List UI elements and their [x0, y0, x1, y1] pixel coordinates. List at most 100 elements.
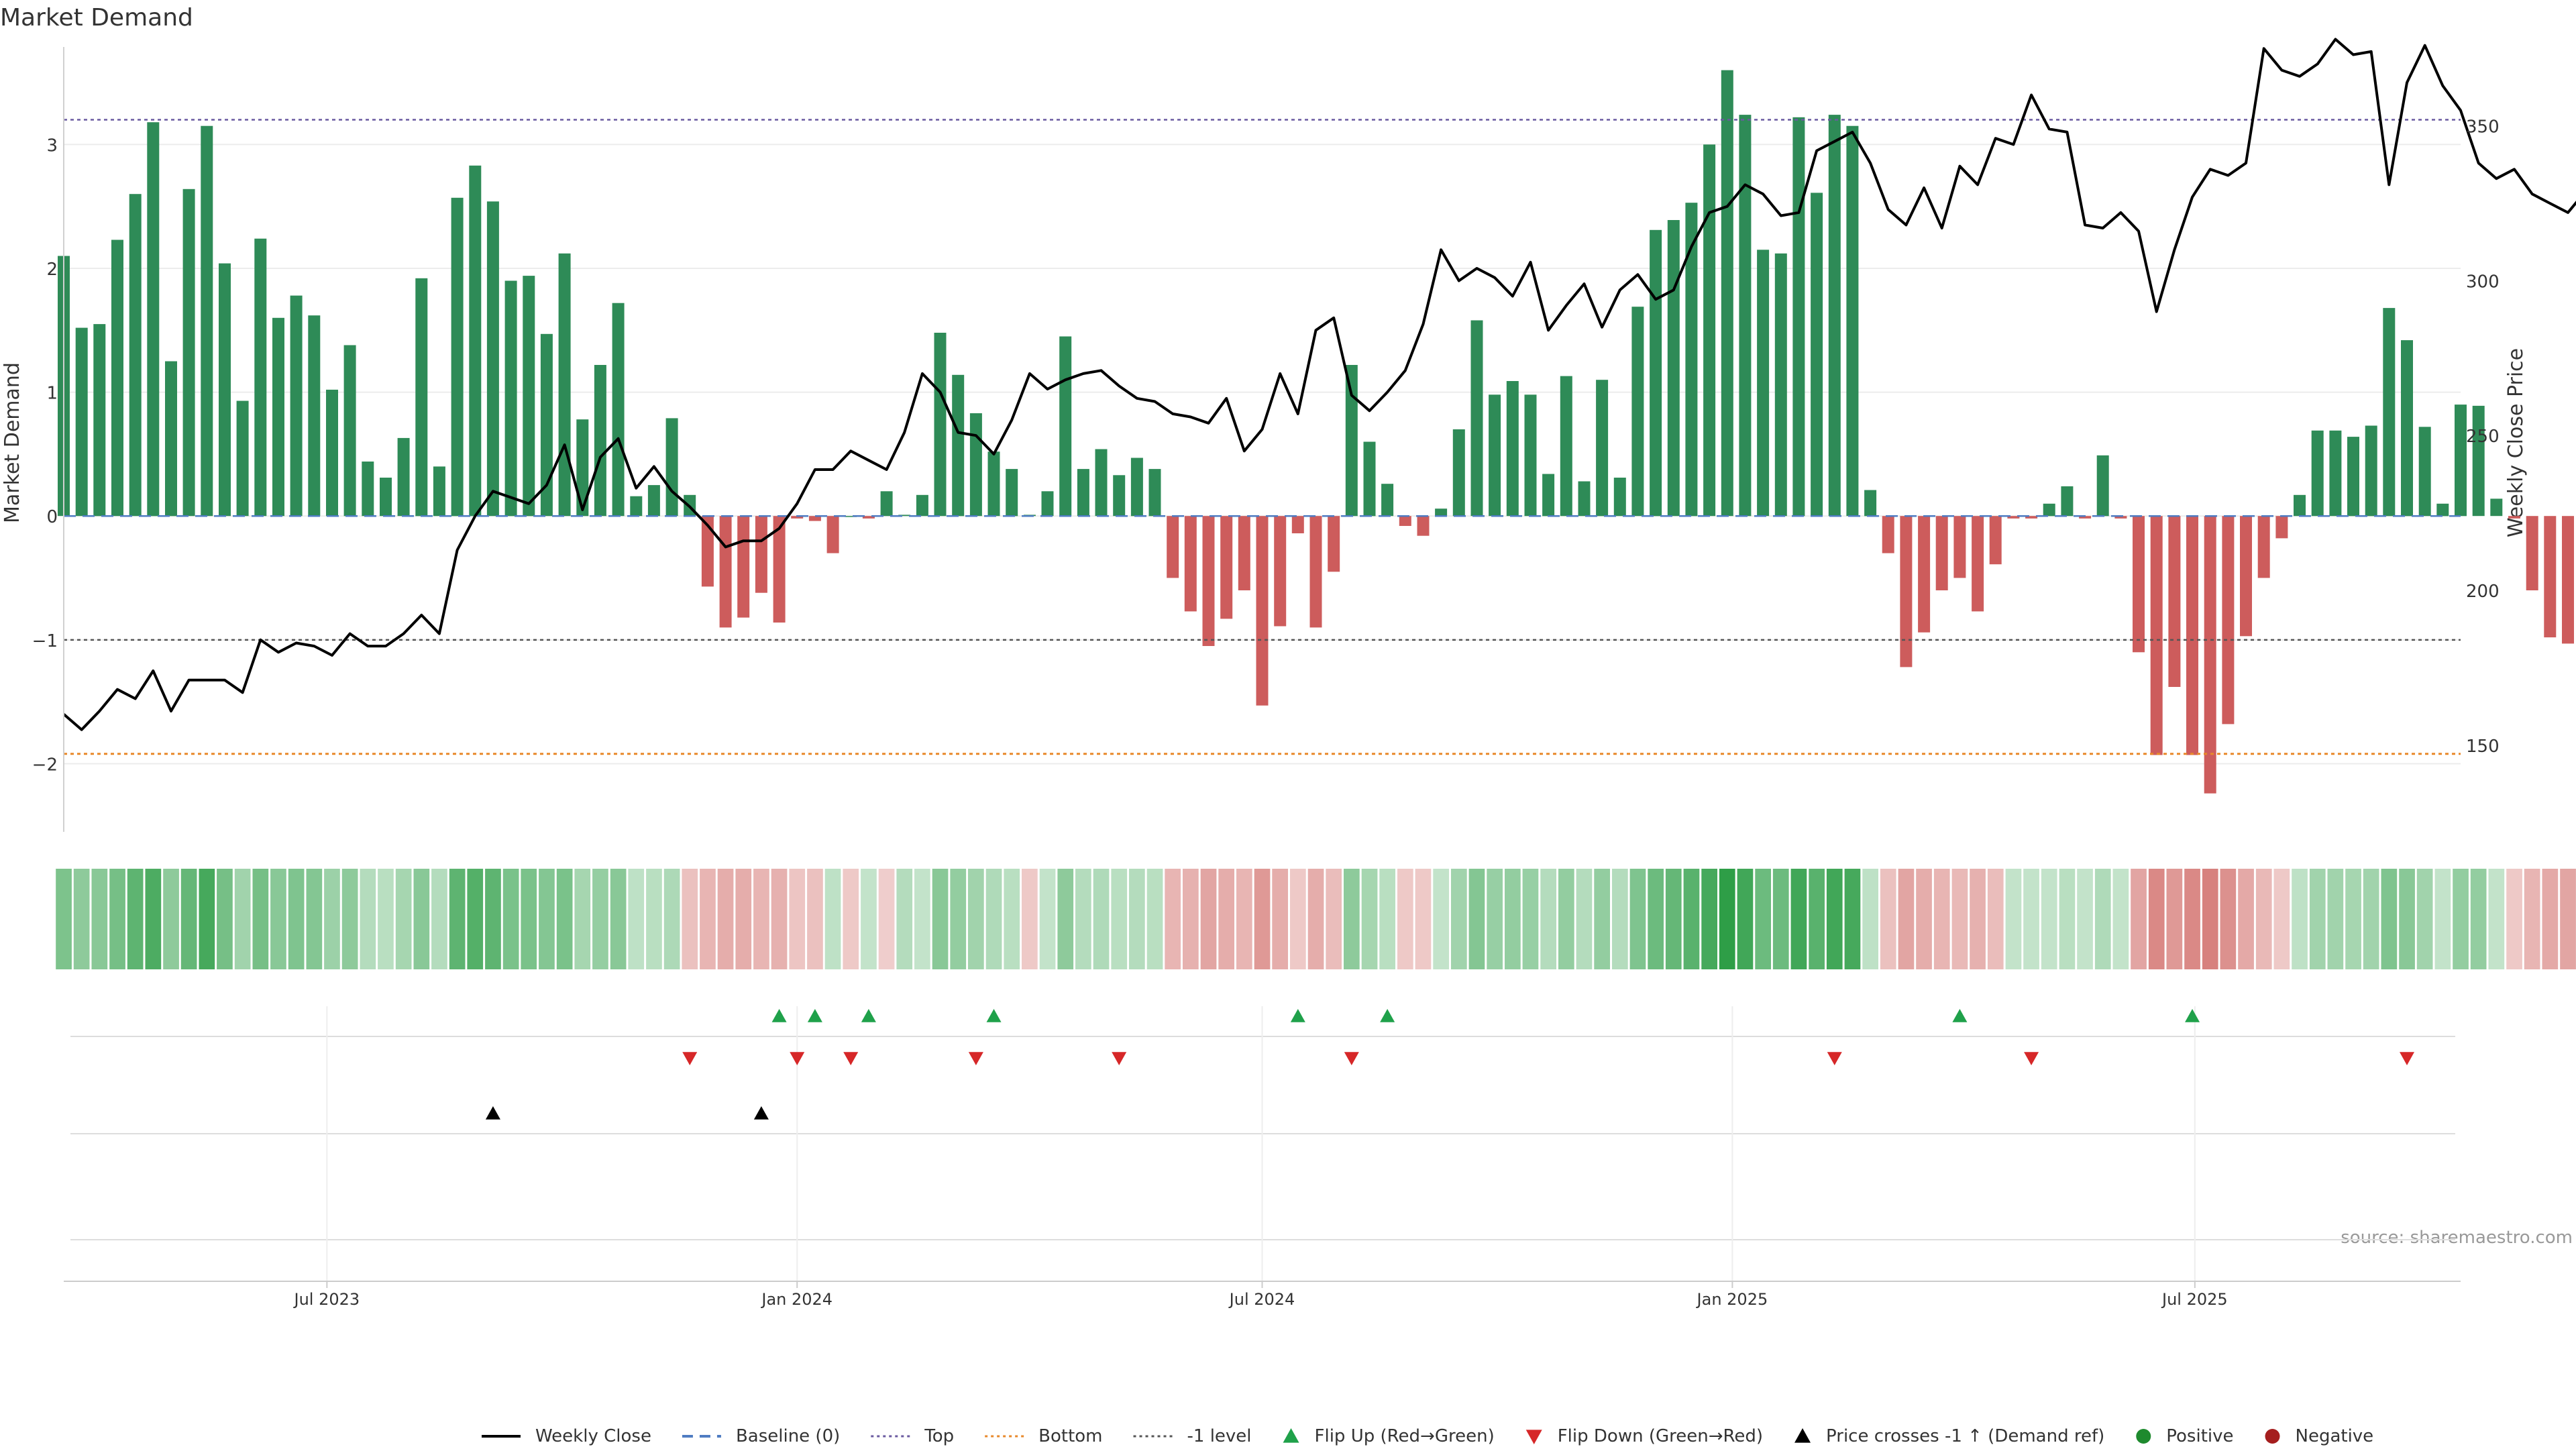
y2-tick-label: 300 — [2466, 272, 2500, 292]
heat-cell — [431, 869, 447, 969]
heat-cell — [807, 869, 823, 969]
heat-cell — [485, 869, 501, 969]
heat-cell — [180, 869, 197, 969]
demand-bar — [540, 333, 553, 517]
heat-cell — [914, 869, 930, 969]
demand-bar — [1792, 117, 1805, 517]
heat-cell — [843, 869, 859, 969]
demand-bar — [2347, 437, 2359, 517]
demand-bar — [433, 466, 445, 517]
heat-cell — [771, 869, 788, 969]
heat-cell — [1290, 869, 1306, 969]
demand-bar — [1006, 469, 1018, 517]
heat-cell — [467, 869, 484, 969]
flip-down-marker — [1344, 1052, 1359, 1065]
heat-cell — [395, 869, 412, 969]
heat-cell — [1146, 869, 1163, 969]
demand-bar — [701, 516, 714, 587]
demand-heat-strip — [56, 869, 2576, 969]
heat-cell — [324, 869, 340, 969]
heat-cell — [2488, 869, 2505, 969]
demand-bar — [1381, 484, 1394, 517]
demand-bar — [808, 516, 821, 521]
demand-bar — [1524, 394, 1537, 517]
demand-bar — [1489, 394, 1501, 517]
demand-bar — [1328, 516, 1340, 572]
demand-bar — [2490, 498, 2503, 517]
x-tick-label: Jul 2023 — [293, 1290, 360, 1309]
demand-bar — [737, 516, 750, 618]
y-tick-label: −2 — [32, 755, 58, 775]
flip-down-marker — [1827, 1052, 1842, 1065]
heat-cell — [2399, 869, 2415, 969]
demand-bar — [1363, 441, 1376, 517]
x-tick-label: Jul 2024 — [1228, 1290, 1295, 1309]
demand-bar — [2455, 405, 2467, 517]
flip-up-marker — [861, 1009, 876, 1022]
heat-cell — [2292, 869, 2308, 969]
flip-up-marker — [986, 1009, 1002, 1022]
demand-bar — [1918, 516, 1931, 633]
heat-cell — [1415, 869, 1432, 969]
heat-cell — [2542, 869, 2559, 969]
heat-cell — [628, 869, 645, 969]
heat-cell — [1844, 869, 1861, 969]
demand-bar — [1578, 481, 1591, 517]
demand-bar — [201, 125, 213, 517]
demand-bar — [129, 194, 142, 517]
heat-cell — [127, 869, 144, 969]
flip-down-marker — [790, 1052, 805, 1065]
heat-cell — [1236, 869, 1252, 969]
demand-bar — [2294, 494, 2306, 517]
demand-bar — [2043, 503, 2055, 517]
heat-cell — [1307, 869, 1324, 969]
heat-cell — [2345, 869, 2361, 969]
heat-cell — [717, 869, 734, 969]
demand-bar — [523, 276, 535, 517]
demand-bar — [2150, 516, 2163, 755]
heat-cell — [539, 869, 555, 969]
demand-bar — [1435, 508, 1448, 517]
demand-bar — [2472, 405, 2485, 517]
heat-cell — [413, 869, 430, 969]
flip-marker-panels — [70, 1006, 2455, 1281]
heat-cell — [2470, 869, 2487, 969]
demand-bar — [1972, 516, 1984, 612]
heat-cell — [1004, 869, 1020, 969]
demand-bar — [1811, 193, 1823, 517]
demand-bar — [1452, 429, 1465, 517]
heat-cell — [950, 869, 967, 969]
demand-bar — [1095, 449, 1108, 517]
heat-cell — [968, 869, 984, 969]
heat-cell — [2005, 869, 2022, 969]
heat-cell — [1272, 869, 1288, 969]
demand-bar — [2257, 516, 2270, 578]
heat-cell — [646, 869, 662, 969]
heat-cell — [2202, 869, 2218, 969]
demand-bar — [1774, 253, 1787, 517]
demand-bar — [1291, 516, 1304, 533]
legend-item: Positive — [2136, 1426, 2234, 1446]
heat-cell — [1558, 869, 1574, 969]
y2-tick-label: 150 — [2466, 737, 2500, 757]
heat-cell — [556, 869, 573, 969]
demand-bar — [1345, 365, 1358, 517]
heat-cell — [932, 869, 949, 969]
heat-cell — [306, 869, 323, 969]
legend-label: Price crosses -1 ↑ (Demand ref) — [1826, 1426, 2104, 1446]
flip-up-marker — [1290, 1009, 1305, 1022]
heat-cell — [1057, 869, 1074, 969]
heat-cell — [199, 869, 215, 969]
heat-cell — [1790, 869, 1807, 969]
legend-swatch — [2265, 1429, 2280, 1444]
heat-cell — [1254, 869, 1271, 969]
heat-cell — [2041, 869, 2057, 969]
heat-cell — [2381, 869, 2398, 969]
demand-bar — [2204, 516, 2216, 794]
price-cross-marker — [753, 1106, 769, 1120]
demand-bar — [2526, 516, 2538, 590]
demand-bar — [2007, 516, 2020, 519]
legend-swatch — [1525, 1430, 1542, 1444]
demand-bar — [254, 238, 267, 517]
legend-item: Price crosses -1 ↑ (Demand ref) — [1794, 1426, 2104, 1446]
